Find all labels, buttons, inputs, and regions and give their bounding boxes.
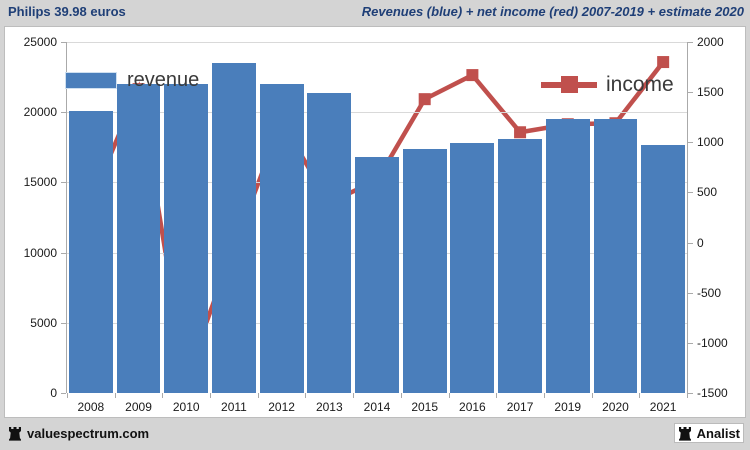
right-axis-tick — [688, 92, 693, 94]
income-point-marker — [514, 126, 527, 139]
chart-title: Revenues (blue) + net income (red) 2007-… — [361, 4, 744, 19]
x-axis-tick — [448, 393, 450, 398]
left-axis-tick — [61, 112, 66, 114]
x-axis-label: 2011 — [221, 400, 247, 414]
income-point-marker — [418, 93, 431, 106]
left-axis-label: 0 — [50, 386, 57, 400]
footer-bar: valuespectrum.com Analist — [0, 420, 750, 450]
revenue-bar — [545, 119, 590, 393]
left-axis-label: 10000 — [23, 245, 57, 260]
x-axis-label: 2008 — [77, 400, 105, 414]
revenue-bar — [355, 157, 399, 393]
revenue-bar — [450, 143, 495, 393]
revenue-bar — [402, 148, 447, 393]
x-axis-label: 2021 — [649, 400, 677, 414]
x-axis-tick — [305, 393, 307, 398]
right-axis-label: 1500 — [697, 85, 724, 100]
left-axis-tick — [61, 393, 66, 394]
left-axis-tick — [61, 42, 66, 43]
right-axis-label: -1000 — [697, 335, 728, 350]
right-axis-label: 2000 — [697, 35, 724, 49]
right-axis-label: 0 — [697, 235, 704, 250]
revenue-swatch-icon — [65, 72, 117, 89]
left-axis-label: 25000 — [23, 35, 57, 49]
legend-revenue-label: revenue — [127, 69, 200, 91]
left-axis-tick — [61, 182, 66, 184]
income-point-marker — [657, 56, 670, 69]
left-axis-tick — [61, 252, 66, 254]
x-axis-label: 2015 — [411, 400, 439, 414]
right-axis-tick — [688, 342, 693, 344]
x-axis-label: 2019 — [554, 400, 582, 414]
left-axis-label: 5000 — [30, 315, 57, 330]
plot-area: 0 5000 10000 15000 20000 25000 -1500 -1000 -500 0… — [24, 35, 728, 414]
gridline — [67, 42, 687, 43]
revenue-bar — [307, 92, 352, 393]
x-axis-label: 2020 — [602, 400, 629, 414]
x-axis-tick — [639, 393, 641, 398]
rook-icon — [8, 425, 22, 441]
right-axis-label: 500 — [697, 185, 718, 200]
right-axis-tick — [688, 292, 693, 294]
revenue-bar — [593, 119, 638, 393]
chart-panel: 0 5000 10000 15000 20000 25000 -1500 -1000 -500 0… — [4, 26, 746, 418]
legend-revenue: revenue — [65, 69, 199, 92]
x-axis-tick — [591, 393, 593, 398]
revenue-bar — [211, 63, 256, 393]
income-marker-icon — [541, 76, 597, 94]
revenue-bar — [259, 84, 304, 393]
left-axis-tick — [61, 322, 66, 324]
right-axis-tick — [688, 142, 693, 144]
right-axis-tick — [688, 42, 693, 43]
x-axis-label: 2016 — [459, 400, 486, 414]
x-axis-tick — [210, 393, 212, 398]
revenue-bar — [641, 144, 686, 393]
right-axis-tick — [688, 192, 693, 194]
instrument-title: Philips 39.98 euros — [8, 4, 126, 19]
gridline — [67, 112, 687, 114]
analyst-label: Analist — [696, 425, 740, 441]
revenue-bar — [116, 84, 161, 393]
revenue-bar — [68, 110, 113, 393]
x-axis-label: 2013 — [315, 400, 343, 414]
income-point-marker — [466, 69, 479, 82]
x-axis-tick — [687, 393, 688, 398]
x-axis-label: 2014 — [363, 400, 391, 414]
right-axis-tick — [688, 242, 693, 244]
right-axis-label: -500 — [697, 285, 722, 300]
x-axis-tick — [114, 393, 116, 398]
x-axis-tick — [353, 393, 355, 398]
legend-income-label: income — [606, 73, 674, 96]
x-axis-label: 2012 — [268, 400, 295, 414]
right-axis-label: -1500 — [697, 386, 728, 400]
right-axis-line — [687, 42, 688, 393]
x-axis-tick — [162, 393, 164, 398]
analyst-badge: Analist — [673, 423, 744, 443]
header-bar: Philips 39.98 euros Revenues (blue) + ne… — [0, 0, 750, 26]
left-axis-line — [66, 42, 67, 393]
left-axis-label: 15000 — [23, 175, 57, 190]
site-label: valuespectrum.com — [27, 425, 150, 441]
x-axis-tick — [67, 393, 68, 398]
right-axis-label: 1000 — [697, 135, 724, 150]
rook-icon — [678, 425, 692, 441]
x-axis-label: 2010 — [172, 400, 200, 414]
legend-income: income — [541, 73, 674, 97]
revenue-bar — [498, 138, 542, 393]
x-axis-label: 2017 — [506, 400, 534, 414]
x-axis-tick — [543, 393, 545, 398]
right-axis-tick — [688, 393, 693, 394]
left-axis-label: 20000 — [23, 105, 57, 120]
x-axis-tick — [496, 393, 498, 398]
revenue-bar — [164, 84, 209, 393]
site-credit: valuespectrum.com — [8, 425, 149, 441]
x-axis-tick — [257, 393, 259, 398]
x-axis-label: 2009 — [125, 400, 152, 414]
x-axis-tick — [400, 393, 402, 398]
